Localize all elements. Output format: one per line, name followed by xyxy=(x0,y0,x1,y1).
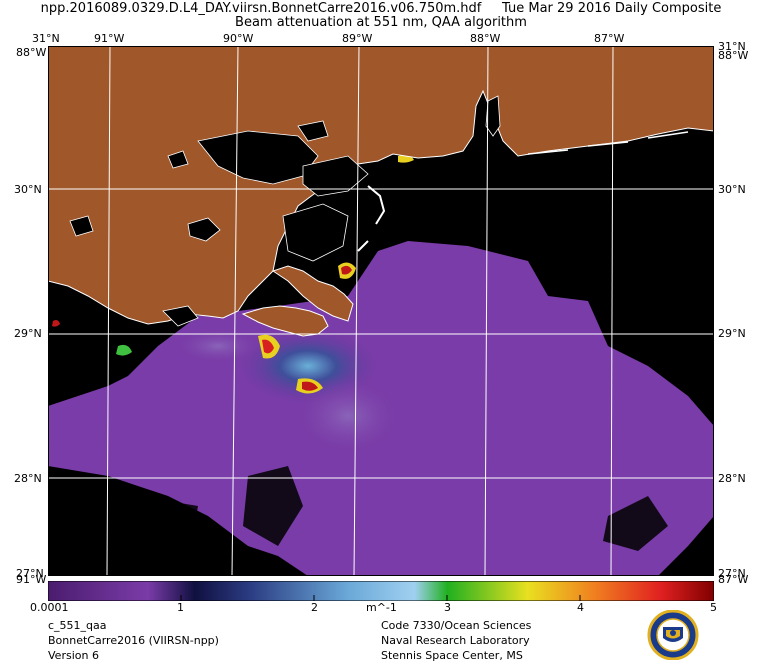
attenuation-plume xyxy=(173,328,263,364)
org-name: Naval Research Laboratory xyxy=(381,634,530,647)
colorbar-tick-label: 2 xyxy=(311,601,318,614)
colorbar-units: m^-1 xyxy=(366,601,397,614)
attenuation-field-west xyxy=(48,366,148,441)
high-attenuation-patch xyxy=(116,344,132,356)
nrl-seal-logo xyxy=(636,609,710,661)
lon-label-top: 89°W xyxy=(342,32,373,45)
lake xyxy=(485,95,501,137)
lake xyxy=(297,120,329,142)
lon-label-top: 87°W xyxy=(594,32,625,45)
lat-label-right: 28°N xyxy=(718,472,746,485)
image-title: npp.2016089.0329.D.L4_DAY.viirsn.BonnetC… xyxy=(40,1,722,16)
land-delta xyxy=(241,305,329,337)
map-panel xyxy=(48,46,714,576)
lake xyxy=(302,155,369,197)
corner-lon-bottom-right: 87°W xyxy=(718,573,749,586)
dataset-name: BonnetCarre2016 (VIIRSN-npp) xyxy=(48,634,219,647)
corner-lon-top-left: 88°W xyxy=(16,46,47,59)
lat-label-right: 30°N xyxy=(718,183,746,196)
map-frame xyxy=(48,46,714,576)
lon-label-top: 90°W xyxy=(223,32,254,45)
lake xyxy=(167,150,189,169)
attenuation-speckle xyxy=(158,466,668,551)
corner-lon-bottom-left: 91°W xyxy=(16,573,47,586)
colorbar xyxy=(47,580,715,602)
version-text: Version 6 xyxy=(48,649,99,662)
corner-lat-top-right: 31°N xyxy=(718,40,746,53)
lon-label-top: 88°W xyxy=(470,32,501,45)
colorbar-tick-label: 3 xyxy=(444,601,451,614)
high-attenuation-patch xyxy=(52,320,60,327)
corner-lon-top-right: 88°W xyxy=(718,49,749,62)
land-peninsula xyxy=(271,265,354,322)
lat-label-left: 29°N xyxy=(14,327,42,340)
graticule xyxy=(48,46,714,576)
lake xyxy=(69,215,94,237)
org-code: Code 7330/Ocean Sciences xyxy=(381,619,532,632)
lake xyxy=(282,203,349,262)
colorbar-gradient xyxy=(47,580,715,602)
colorbar-ticks xyxy=(180,595,581,601)
lat-label-left: 28°N xyxy=(14,472,42,485)
lake xyxy=(187,217,221,242)
lake xyxy=(162,305,199,327)
colorbar-tick-label: 5 xyxy=(710,601,717,614)
attenuation-plume xyxy=(293,376,403,456)
org-location: Stennis Space Center, MS xyxy=(381,649,523,662)
high-attenuation-patch xyxy=(262,339,274,354)
corner-lat-bottom-left: 27°N xyxy=(16,567,44,580)
lon-label-top: 91°W xyxy=(94,32,125,45)
high-attenuation-patch xyxy=(341,265,352,275)
lat-label-right: 29°N xyxy=(718,327,746,340)
colorbar-tick-label: 4 xyxy=(577,601,584,614)
barrier-island xyxy=(527,131,689,155)
corner-lat-top-left: 31°N xyxy=(32,32,60,45)
corner-lat-bottom-right: 27°N xyxy=(718,567,746,580)
image-subtitle: Beam attenuation at 551 nm, QAA algorith… xyxy=(235,15,527,30)
lat-label-left: 30°N xyxy=(14,183,42,196)
barrier-island xyxy=(357,185,386,252)
product-name: c_551_qaa xyxy=(48,619,107,632)
colorbar-tick-label: 0.0001 xyxy=(30,601,69,614)
colorbar-tick-label: 1 xyxy=(177,601,184,614)
high-attenuation-patch xyxy=(302,381,318,391)
